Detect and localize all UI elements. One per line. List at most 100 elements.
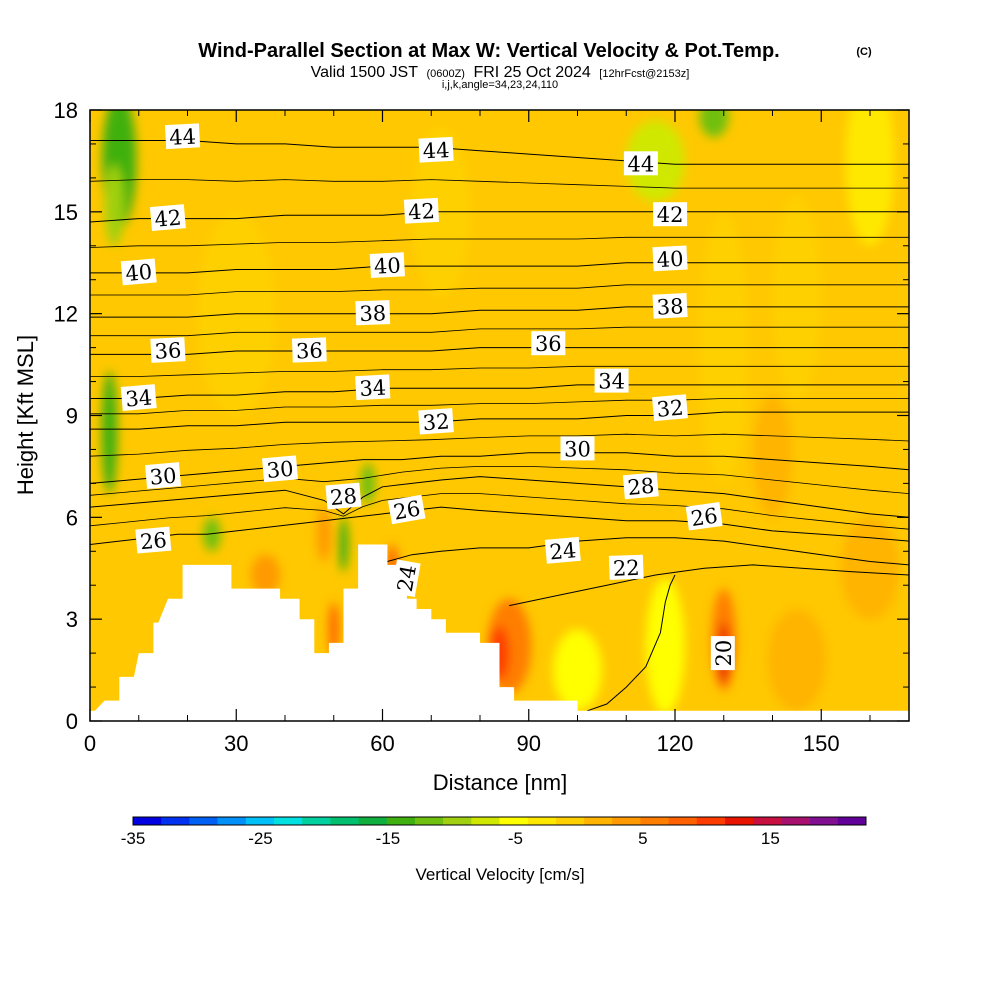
terrain (90, 544, 909, 721)
theta-contour-44 (90, 140, 909, 165)
theta-label-text: 34 (124, 385, 153, 411)
colorbar-swatch (753, 817, 782, 825)
colorbar-swatch (189, 817, 218, 825)
velocity-cell-5 (360, 463, 376, 504)
y-tick-label: 3 (66, 607, 78, 632)
theta-label-box (145, 462, 181, 490)
theta-contour-38 (90, 306, 909, 318)
theta-label-box (544, 536, 581, 564)
colorbar-swatch (781, 817, 810, 825)
forecast-info: [12hrFcst@2153z] (599, 68, 689, 80)
colorbar-tick-label: 5 (638, 829, 647, 848)
theta-contour-24 (387, 537, 909, 566)
theta-label-34: 34 (355, 374, 391, 401)
colorbar-swatch (527, 817, 557, 825)
colorbar-swatch (612, 817, 641, 825)
colorbar-tick-label: 15 (761, 829, 780, 848)
title-copyright-mark: (C) (856, 46, 872, 58)
colorbar-swatch (809, 817, 839, 825)
theta-contour-minor (90, 326, 909, 337)
colorbar-title: Vertical Velocity [cm/s] (415, 865, 584, 884)
theta-label-text: 24 (393, 563, 421, 593)
theta-label-text: 32 (422, 409, 450, 435)
theta-label-44: 44 (623, 151, 658, 176)
theta-label-text: 36 (154, 338, 182, 363)
colorbar-swatch (584, 817, 613, 825)
velocity-cell-20 (645, 578, 685, 715)
colorbar-tick-label: -15 (376, 829, 401, 848)
theta-label-box (135, 526, 172, 554)
theta-label-box (120, 384, 157, 411)
y-tick-label: 0 (66, 709, 78, 734)
velocity-cell-19 (553, 629, 602, 711)
theta-contour-minor (90, 284, 909, 296)
theta-label-box (403, 197, 440, 224)
theta-label-28: 28 (325, 482, 362, 510)
theta-contour-28 (90, 476, 909, 518)
colorbar-swatch (499, 817, 528, 825)
theta-label-42: 42 (149, 204, 186, 232)
theta-label-box (164, 123, 201, 150)
theta-contour-minor (90, 236, 909, 248)
theta-label-text: 44 (422, 138, 450, 163)
valid-time: Valid 1500 JST (311, 64, 419, 81)
colorbar-tick-label: -35 (121, 829, 146, 848)
theta-label-box (622, 472, 659, 500)
velocity-cell-17 (316, 507, 332, 562)
theta-label-box (653, 202, 688, 227)
colorbar: -35 -25 -15 -5 5 15 (121, 816, 867, 848)
theta-label-box (560, 436, 595, 461)
theta-label-text: 36 (535, 332, 562, 356)
theta-label-26: 26 (685, 502, 723, 531)
theta-label-30: 30 (262, 455, 298, 483)
theta-label-box (685, 502, 723, 531)
theta-label-36: 36 (291, 337, 327, 363)
y-tick-label: 15 (54, 200, 78, 225)
colorbar-frame (132, 816, 867, 826)
theta-contour-34 (90, 384, 909, 399)
theta-label-text: 34 (359, 376, 387, 401)
y-axis-title: Height [Kft MSL] (13, 335, 38, 495)
theta-label-26: 26 (387, 494, 426, 525)
colorbar-swatch (668, 817, 698, 825)
theta-label-text: 26 (139, 528, 168, 554)
theta-label-text: 22 (613, 556, 641, 581)
colorbar-swatch (217, 817, 247, 825)
velocity-cell-1 (104, 164, 125, 246)
colorbar-swatch (443, 817, 472, 825)
colorbar-swatch (133, 817, 162, 825)
velocity-cell-3 (203, 517, 221, 552)
theta-contour-22 (509, 564, 909, 607)
theta-label-text: 42 (657, 203, 684, 227)
theta-label-32: 32 (652, 394, 688, 422)
theta-contour-40 (90, 262, 909, 274)
theta-contour-minor (90, 398, 909, 415)
theta-label-text: 44 (628, 152, 655, 176)
theta-label-38: 38 (652, 293, 688, 320)
theta-label-text: 38 (359, 301, 387, 326)
theta-label-text: 28 (627, 474, 656, 500)
theta-label-box (149, 204, 186, 232)
velocity-cell-10 (772, 194, 822, 399)
theta-label-24: 24 (544, 536, 581, 564)
velocity-cell-4 (338, 517, 349, 572)
theta-label-box (355, 374, 391, 401)
velocity-cell-25 (845, 110, 895, 246)
theta-contour-minor (90, 179, 909, 189)
theta-label-text: 32 (656, 396, 685, 422)
theta-contour-42 (90, 211, 909, 223)
theta-label-box (608, 554, 644, 580)
colorbar-swatch (414, 817, 444, 825)
theta-label-text: 30 (564, 437, 591, 461)
theta-label-box (150, 337, 186, 363)
theta-label-box (418, 136, 454, 163)
theta-label-text: 30 (266, 457, 295, 483)
theta-label-36: 36 (531, 331, 566, 356)
colorbar-swatch (696, 817, 726, 825)
x-tick-label: 150 (803, 731, 840, 756)
theta-contour-20 (587, 574, 676, 712)
theta-label-20: 20 (710, 636, 736, 671)
theta-label-box (652, 245, 688, 272)
